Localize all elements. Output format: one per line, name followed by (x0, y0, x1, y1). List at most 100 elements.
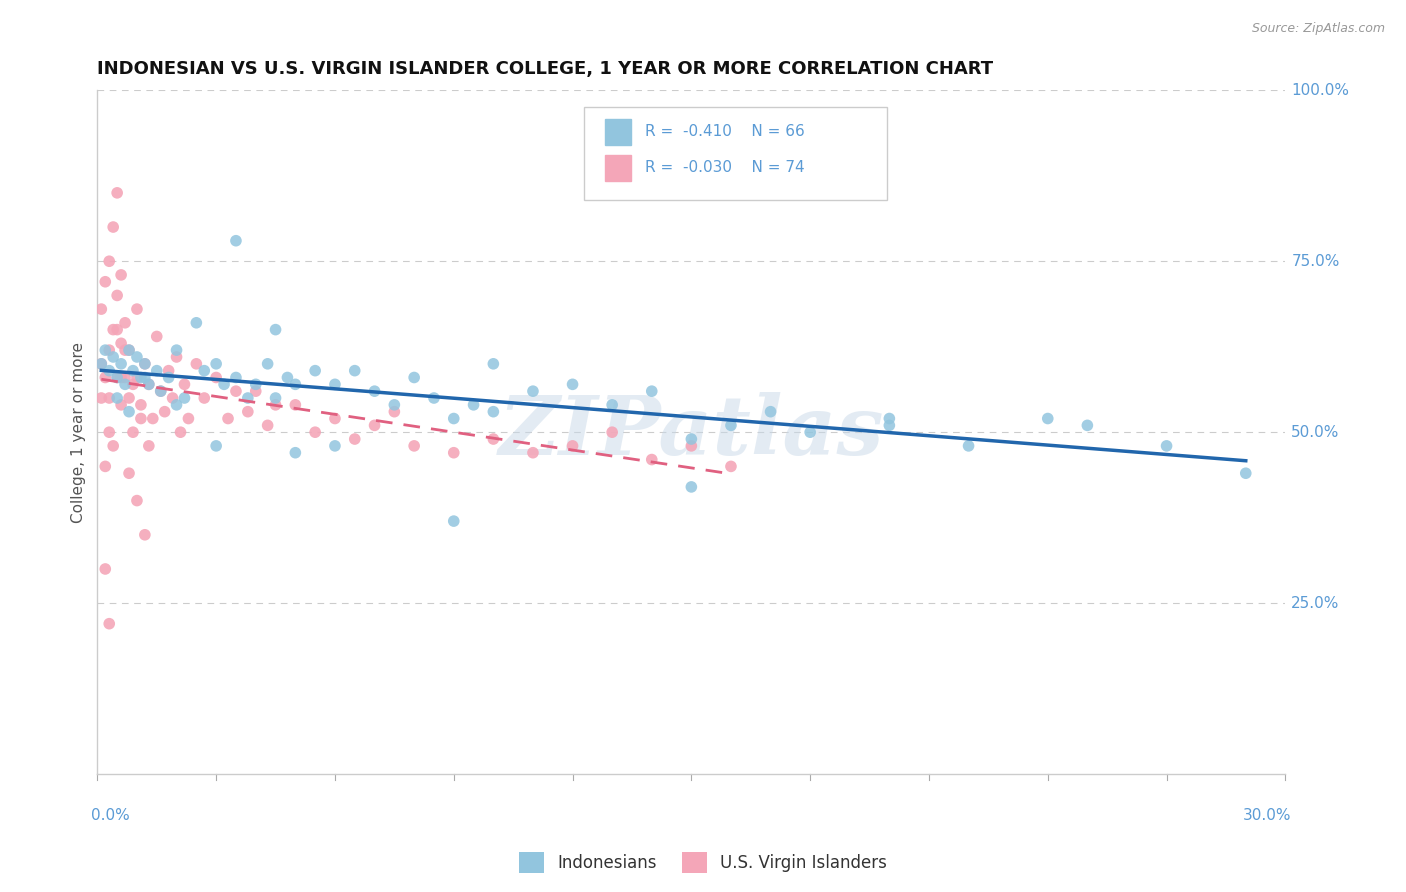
Point (110, 357, 132, 371)
Point (1076, 418, 1098, 433)
Point (94, 370, 117, 384)
Point (98, 425, 121, 440)
Point (217, 411, 239, 425)
Point (169, 425, 191, 440)
Point (720, 418, 742, 433)
Point (125, 493, 148, 508)
Point (118, 343, 141, 358)
Point (110, 370, 132, 384)
Text: R =  -0.410    N = 66: R = -0.410 N = 66 (645, 125, 804, 139)
Point (879, 411, 901, 425)
Point (157, 370, 180, 384)
Point (134, 370, 156, 384)
Point (186, 316, 208, 330)
Point (284, 377, 307, 392)
Point (236, 391, 259, 405)
Point (256, 357, 278, 371)
Point (173, 377, 195, 392)
Point (236, 405, 259, 419)
Point (103, 220, 125, 235)
Bar (605, 119, 631, 145)
Point (125, 350, 148, 364)
Point (90, 302, 112, 317)
Point (423, 391, 446, 405)
Point (149, 384, 172, 399)
Point (129, 411, 152, 425)
Text: Source: ZipAtlas.com: Source: ZipAtlas.com (1251, 22, 1385, 36)
Point (145, 329, 167, 343)
Text: R =  -0.030    N = 74: R = -0.030 N = 74 (645, 161, 804, 176)
Point (759, 405, 782, 419)
Point (264, 391, 287, 405)
Point (256, 418, 278, 433)
Point (105, 186, 128, 200)
Point (363, 418, 385, 433)
Point (105, 323, 128, 337)
Point (205, 370, 228, 384)
Point (149, 384, 172, 399)
FancyBboxPatch shape (585, 107, 887, 200)
Point (138, 377, 160, 392)
Point (98, 254, 121, 268)
Text: 30.0%: 30.0% (1243, 808, 1291, 823)
Point (957, 439, 980, 453)
Point (103, 439, 125, 453)
Text: ZIPatlas: ZIPatlas (499, 392, 884, 472)
Point (90, 391, 112, 405)
Point (443, 446, 465, 460)
Point (205, 357, 228, 371)
Point (323, 377, 346, 392)
Point (561, 439, 583, 453)
Point (264, 398, 287, 412)
Text: 75.0%: 75.0% (1291, 253, 1340, 268)
Point (166, 398, 188, 412)
Point (482, 432, 505, 446)
Point (90, 357, 112, 371)
Point (98, 343, 121, 358)
Point (173, 391, 195, 405)
Point (404, 370, 426, 384)
Point (129, 398, 152, 412)
Point (443, 514, 465, 528)
Point (110, 336, 132, 351)
Point (114, 377, 136, 392)
Point (443, 411, 465, 425)
Point (118, 343, 141, 358)
Bar (605, 155, 631, 181)
Point (134, 528, 156, 542)
Point (522, 446, 544, 460)
Point (114, 343, 136, 358)
Text: 50.0%: 50.0% (1291, 425, 1340, 440)
Point (382, 398, 405, 412)
Text: 0.0%: 0.0% (91, 808, 131, 823)
Point (225, 370, 247, 384)
Point (98, 391, 121, 405)
Point (225, 234, 247, 248)
Point (304, 364, 326, 378)
Point (482, 405, 505, 419)
Point (681, 432, 703, 446)
Point (720, 459, 742, 474)
Point (284, 446, 307, 460)
Legend: Indonesians, U.S. Virgin Islanders: Indonesians, U.S. Virgin Islanders (512, 846, 894, 880)
Point (138, 439, 160, 453)
Point (522, 384, 544, 399)
Point (90, 357, 112, 371)
Point (153, 405, 176, 419)
Point (193, 391, 215, 405)
Point (105, 288, 128, 302)
Point (463, 398, 485, 412)
Point (641, 452, 664, 467)
Point (1156, 439, 1178, 453)
Text: 100.0%: 100.0% (1291, 83, 1350, 98)
Point (561, 377, 583, 392)
Point (129, 370, 152, 384)
Point (304, 425, 326, 440)
Point (600, 425, 623, 440)
Point (323, 439, 346, 453)
Point (193, 364, 215, 378)
Point (103, 323, 125, 337)
Point (799, 425, 821, 440)
Point (245, 377, 267, 392)
Point (125, 302, 148, 317)
